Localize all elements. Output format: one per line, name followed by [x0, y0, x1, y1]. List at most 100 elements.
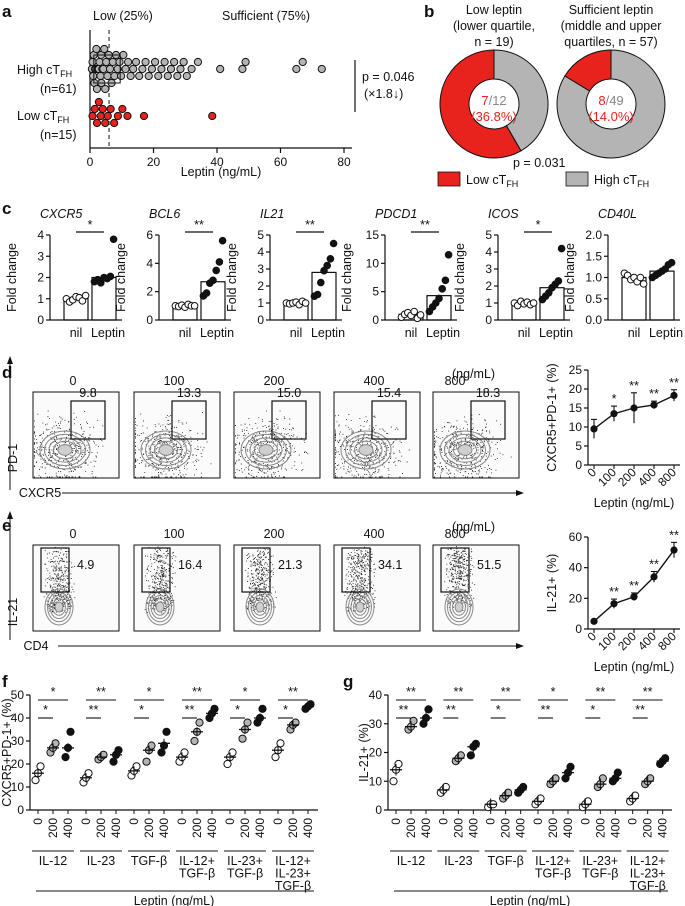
grp-dot [195, 718, 204, 727]
flow-contour [353, 598, 367, 616]
b-pie-high-slice [556, 49, 666, 159]
legend-low-swatch [437, 171, 461, 187]
flow-contour [154, 440, 178, 460]
flow-contour [145, 588, 175, 626]
grp-label: TGF-β [179, 867, 215, 881]
a-pvalue: p = 0.046 [362, 70, 415, 84]
grp-dot [441, 782, 450, 792]
grp-x-tick-label: 200 [142, 818, 156, 838]
c-y-tick-label: 5 [257, 228, 264, 242]
a-high-dot [182, 71, 191, 81]
panel-label-c: c [2, 199, 11, 218]
flow-gate-value: 15.4 [377, 386, 401, 400]
c-dot-leptin [218, 236, 227, 245]
flow-dose-label: 200 [264, 374, 285, 388]
flow-contour [444, 588, 474, 626]
flow-dose-label: 800 [445, 527, 466, 541]
grp-y-tick-label: 30 [11, 734, 25, 748]
grp-group-1: 0 200 400 ** ** IL-23 [79, 685, 123, 868]
c-ylabel: Fold change [453, 243, 467, 312]
c-y-tick-label: 15 [366, 228, 380, 242]
dose-sig: ** [649, 558, 659, 572]
flow-dose-label: 200 [264, 527, 285, 541]
svg-text:8/49: 8/49 [598, 93, 623, 108]
high-ctfh-n: (n=61) [40, 82, 76, 96]
c-gene-title: ICOS [488, 207, 519, 221]
grp-x-tick-label: 200 [46, 818, 60, 838]
dose-point [590, 617, 598, 625]
grp-dot [84, 769, 93, 778]
grp-dot [551, 774, 560, 783]
grp-sig-low: * [496, 703, 501, 717]
grp-x-tick-label: 400 [109, 818, 123, 838]
flow-contour [155, 601, 165, 613]
a-low-dot [118, 104, 127, 114]
grp-dot [661, 754, 670, 763]
flow-contour [150, 594, 170, 620]
b-pie-high-slice [493, 49, 549, 152]
a-high-dot [129, 64, 138, 74]
d-flow-plot-0: 09.8 [32, 374, 120, 479]
grp-y-tick-label: 0 [17, 803, 24, 817]
flow-gate-value: 9.8 [79, 386, 96, 400]
a-high-dot [138, 64, 147, 74]
flow-dose-label: 100 [164, 374, 185, 388]
grp-dot [147, 741, 156, 750]
c-dot-nil [639, 280, 648, 288]
grp-x-tick-label: 200 [404, 818, 418, 838]
c-x-leptin: Leptin [539, 326, 573, 340]
a-high-dot [292, 64, 301, 74]
grp-sig-top: * [551, 685, 556, 699]
grp-dot [31, 776, 40, 785]
grp-sig-top: ** [288, 685, 298, 699]
c-sig-mark: * [536, 218, 541, 232]
grp-dot [109, 757, 118, 766]
c-y-tick-label: 3 [37, 249, 44, 263]
legend-high-label: High cTFH [594, 173, 649, 189]
d-dose-unit: (ng/mL) [452, 367, 495, 381]
grp-dot [613, 768, 622, 777]
grp-x-tick-label: 0 [31, 818, 45, 825]
grp-sig-top: ** [96, 685, 106, 699]
flow-contour [250, 594, 270, 620]
dose-sig: * [612, 392, 617, 406]
grp-y-tick-label: 40 [369, 688, 383, 702]
flow-contour [345, 588, 375, 626]
a-low-dot [123, 111, 132, 121]
flow-frame [233, 391, 321, 479]
dose-sig: ** [609, 585, 619, 599]
b-pie-low-slice [439, 49, 522, 159]
grp-dot [466, 751, 475, 760]
flow-gate-value: 4.9 [77, 558, 94, 572]
c-y-tick-label: 3 [485, 262, 492, 276]
a-high-dot [105, 64, 115, 74]
c-gene-title: BCL6 [149, 207, 180, 221]
c-sig-mark: ** [194, 218, 204, 232]
c-panel-cxcr5: CXCR5 Fold change 0 1 2 3 4 nil Leptin * [5, 207, 125, 340]
c-x-nil: nil [70, 326, 83, 340]
a-high-dot [298, 57, 307, 67]
low-range-label: Low (25%) [93, 9, 153, 23]
grp-sig-low: * [43, 703, 48, 717]
c-y-tick-label: 5 [372, 285, 379, 299]
grp-x-tick-label: 0 [626, 818, 640, 825]
flow-gate-value: 15.0 [277, 386, 301, 400]
a-high-dot [99, 64, 108, 74]
grp-label: IL-23+ [227, 854, 263, 868]
panel-label-b: b [424, 2, 434, 21]
grp-y-tick-label: 30 [369, 717, 383, 731]
a-high-dot [126, 71, 135, 81]
grp-group-2: 0 200 400 *** TGF-β [484, 685, 528, 868]
flow-contour [245, 433, 287, 467]
dose-x-label: Leptin (ng/mL) [594, 496, 675, 510]
c-x-nil: nil [518, 326, 531, 340]
legend-high-swatch [565, 171, 589, 187]
a-low-dot [103, 111, 112, 121]
flow-frame [32, 544, 120, 632]
grp-x-tick-label: 400 [205, 818, 219, 838]
c-dot-leptin [667, 258, 676, 267]
a-low-dot [88, 111, 97, 121]
c-x-nil: nil [405, 326, 418, 340]
grp-dot [132, 762, 141, 771]
